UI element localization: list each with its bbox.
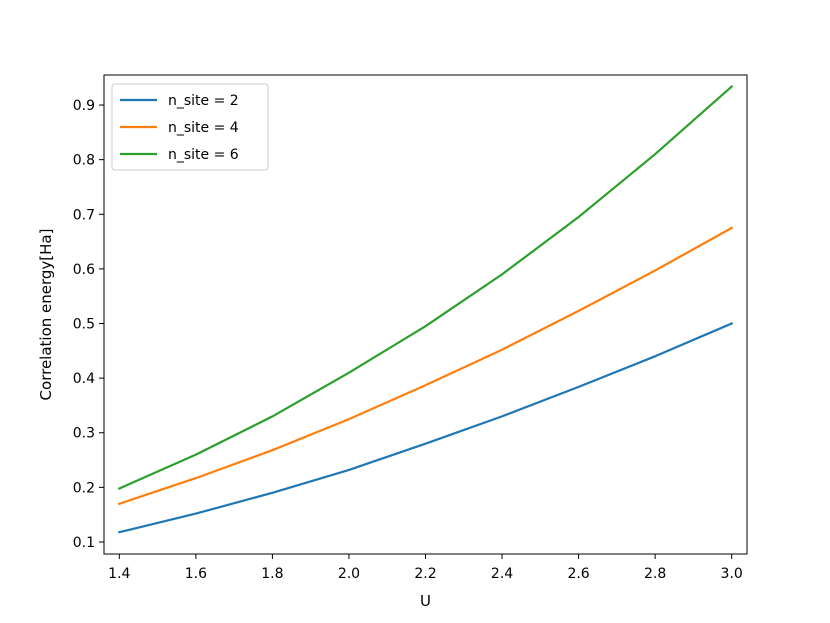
y-tick-label: 0.9: [73, 98, 95, 114]
legend: n_site = 2 n_site = 4 n_site = 6: [111, 83, 269, 171]
y-tick-label: 0.5: [73, 317, 95, 333]
y-tick-label: 0.7: [73, 207, 95, 223]
legend-label: n_site = 6: [168, 147, 239, 163]
legend-label: n_site = 4: [168, 120, 239, 136]
x-tick-label: 2.8: [644, 566, 666, 582]
y-tick-label: 0.3: [73, 426, 95, 442]
x-tick-label: 1.8: [261, 566, 283, 582]
series-layer: [117, 84, 734, 534]
x-tick-label: 1.6: [185, 566, 207, 582]
y-tick-label: 0.2: [73, 480, 95, 496]
y-tick-label: 0.8: [73, 153, 95, 169]
x-axis: 1.4 1.6 1.8 2.0 2.2 2.4 2.6 2.8 3.0: [108, 554, 743, 582]
legend-box: [111, 83, 269, 171]
y-tick-label: 0.6: [73, 262, 95, 278]
y-axis-label: Correlation energy[Ha]: [37, 229, 55, 401]
x-tick-label: 2.0: [338, 566, 360, 582]
y-tick-label: 0.4: [73, 371, 95, 387]
x-tick-label: 2.4: [491, 566, 513, 582]
series-line-1: [117, 322, 734, 534]
x-axis-label: U: [420, 592, 431, 610]
x-tick-label: 3.0: [721, 566, 743, 582]
x-tick-label: 2.2: [414, 566, 436, 582]
series-line-3: [117, 84, 734, 490]
series-line-2: [117, 226, 734, 506]
y-axis: 0.1 0.2 0.3 0.4 0.5 0.6 0.7 0.8 0.9: [73, 98, 104, 551]
x-tick-label: 1.4: [108, 566, 130, 582]
legend-label: n_site = 2: [168, 93, 239, 109]
x-tick-label: 2.6: [567, 566, 589, 582]
y-tick-label: 0.1: [73, 535, 95, 551]
